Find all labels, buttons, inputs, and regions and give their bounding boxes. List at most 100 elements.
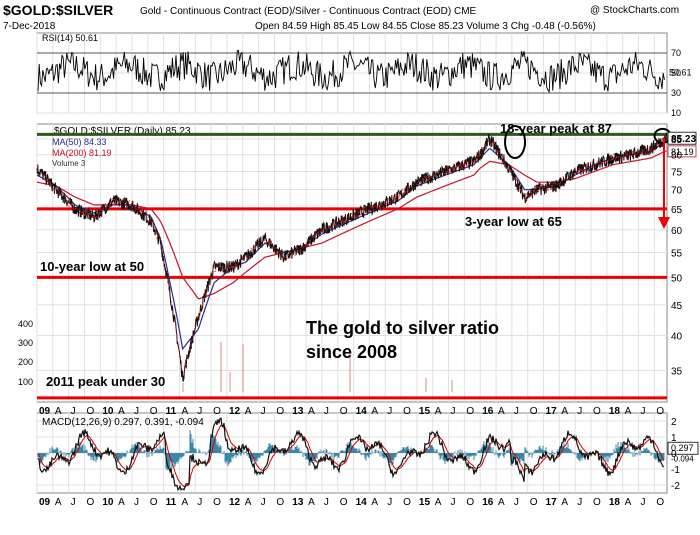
price-x-tick: 18 <box>609 406 621 417</box>
last-ma-label: 81.19 <box>671 147 694 157</box>
price-x-tick: 15 <box>419 406 431 417</box>
rsi-line <box>37 49 665 94</box>
annotation-2011-peak: 2011 peak under 30 <box>46 374 165 389</box>
price-x-tick: O <box>276 406 284 417</box>
price-x-tick: A <box>625 406 632 417</box>
price-x-tick: 11 <box>166 406 177 417</box>
macd-x-tick: 17 <box>546 497 558 508</box>
macd-x-tick: O <box>593 497 601 508</box>
price-legend: $GOLD:$SILVER (Daily) 85.23 <box>54 126 191 137</box>
macd-last-value: 0.297 <box>671 443 694 453</box>
macd-tick-label: 0 <box>671 449 677 460</box>
last-price-label: 85.23 <box>671 134 696 145</box>
price-tick-label: 65 <box>671 205 683 216</box>
macd-x-tick: J <box>577 497 582 508</box>
macd-tick-label: 2 <box>671 417 677 428</box>
price-x-tick: A <box>371 406 378 417</box>
macd-x-tick: 15 <box>419 497 431 508</box>
macd-x-tick: A <box>625 497 632 508</box>
macd-x-tick: J <box>514 497 519 508</box>
price-x-tick: 13 <box>292 406 304 417</box>
macd-x-tick: O <box>150 497 158 508</box>
price-x-tick: J <box>514 406 519 417</box>
macd-x-tick: O <box>276 497 284 508</box>
last-ma-box <box>667 145 697 158</box>
macd-marks <box>37 417 699 492</box>
price-down-days <box>36 134 668 377</box>
axis-labels: 7050301050.61858075706560555045403540030… <box>18 48 696 508</box>
price-x-tick: O <box>466 406 474 417</box>
price-tick-label: 85 <box>671 135 683 146</box>
macd-x-tick: 14 <box>356 497 368 508</box>
price-x-tick: A <box>308 406 315 417</box>
macd-tick-label: 1 <box>671 433 677 444</box>
rsi-legend: RSI(14) 50.61 <box>42 33 98 43</box>
price-x-tick: J <box>324 406 329 417</box>
price-tick-label: 80 <box>671 151 683 162</box>
price-marks <box>36 124 697 400</box>
price-panel <box>36 123 668 403</box>
last-price-box <box>667 131 697 145</box>
peak-circle-2016 <box>504 124 527 159</box>
volume-tick-label: 300 <box>18 338 33 348</box>
macd-hist-last-value: -0.094 <box>671 455 694 464</box>
price-line <box>36 132 668 382</box>
rsi-tick-label: 10 <box>671 108 681 118</box>
macd-x-tick: O <box>656 497 664 508</box>
volume-tick-label: 200 <box>18 357 33 367</box>
annotation-title-line2: since 2008 <box>306 342 397 362</box>
price-x-tick: O <box>530 406 538 417</box>
price-x-tick: J <box>577 406 582 417</box>
price-x-tick: A <box>55 406 62 417</box>
macd-x-tick: J <box>387 497 392 508</box>
volume-tick-label: 100 <box>18 377 33 387</box>
macd-x-tick: A <box>371 497 378 508</box>
price-x-tick: J <box>71 406 76 417</box>
price-x-tick: A <box>118 406 125 417</box>
macd-x-tick: 18 <box>609 497 621 508</box>
price-x-tick: J <box>197 406 202 417</box>
chart-ohlc: Open 84.59 High 85.45 Low 84.55 Close 85… <box>255 21 596 32</box>
down-arrow-head <box>658 217 670 230</box>
macd-x-tick: O <box>86 497 94 508</box>
price-x-tick: O <box>340 406 348 417</box>
macd-x-tick: 09 <box>39 497 51 508</box>
macd-x-tick: A <box>498 497 505 508</box>
rsi-grid <box>36 33 667 114</box>
macd-x-tick: J <box>324 497 329 508</box>
chart-description: Gold - Continuous Contract (EOD)/Silver … <box>140 6 477 17</box>
price-x-tick: 12 <box>229 406 241 417</box>
price-x-tick: J <box>261 406 266 417</box>
chart-date: 7-Dec-2018 <box>3 21 56 32</box>
macd-x-tick: 11 <box>166 497 177 508</box>
macd-x-tick: O <box>403 497 411 508</box>
rsi-tick-label: 70 <box>671 48 681 58</box>
chart-credit: @ StockCharts.com <box>590 5 679 16</box>
macd-x-tick: 16 <box>482 497 494 508</box>
price-x-tick: O <box>403 406 411 417</box>
annotation-10yr-low: 10-year low at 50 <box>40 259 144 274</box>
price-tick-label: 60 <box>671 226 683 237</box>
price-x-tick: O <box>150 406 158 417</box>
macd-x-tick: A <box>308 497 315 508</box>
macd-x-tick: J <box>134 497 139 508</box>
price-x-tick: J <box>387 406 392 417</box>
macd-line <box>37 417 665 492</box>
macd-x-tick: A <box>561 497 568 508</box>
macd-x-tick: 12 <box>229 497 241 508</box>
price-tick-label: 50 <box>671 273 683 284</box>
price-tick-label: 70 <box>671 186 683 197</box>
rsi-last-value: 50.61 <box>669 67 692 77</box>
price-x-tick: 17 <box>546 406 558 417</box>
price-x-tick: A <box>181 406 188 417</box>
macd-x-tick: J <box>451 497 456 508</box>
rsi-marks <box>37 49 665 94</box>
macd-x-tick: A <box>435 497 442 508</box>
price-x-tick: A <box>435 406 442 417</box>
macd-x-tick: O <box>340 497 348 508</box>
macd-tick-label: -2 <box>671 481 680 492</box>
macd-x-tick: 10 <box>102 497 114 508</box>
price-tick-label: 40 <box>671 332 683 343</box>
macd-x-tick: O <box>530 497 538 508</box>
